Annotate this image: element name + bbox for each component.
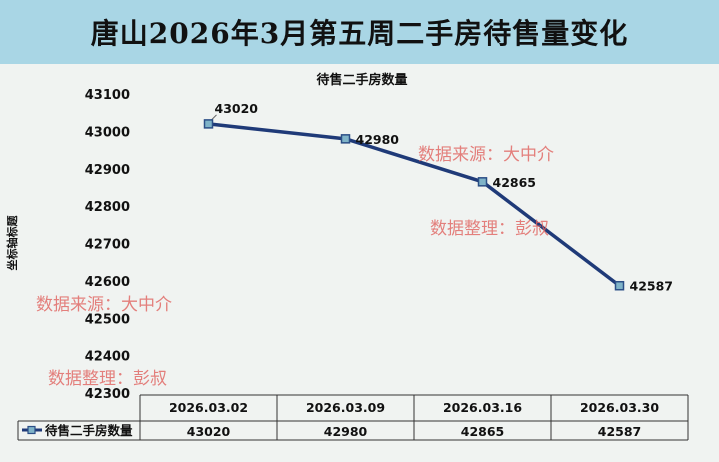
legend-key-marker	[27, 425, 36, 435]
title-banner: 唐山2026年3月第五周二手房待售量变化	[0, 0, 719, 64]
y-tick-label: 43100	[85, 88, 130, 103]
watermark-line: 数据整理：彭叔	[48, 369, 167, 390]
data-point-marker	[203, 119, 214, 129]
y-tick-label: 42600	[85, 275, 130, 290]
series-line	[208, 122, 621, 288]
y-tick-label: 42900	[85, 163, 130, 178]
table-value-cell: 42980	[324, 424, 368, 439]
data-point-label: 42980	[356, 132, 400, 147]
data-point-marker	[477, 177, 488, 187]
x-category-label: 2026.03.09	[306, 400, 385, 415]
chart-title: 待售二手房数量	[315, 72, 407, 88]
data-point-marker	[614, 280, 625, 291]
y-tick-label: 42400	[85, 350, 130, 365]
x-category-label: 2026.03.16	[443, 400, 522, 415]
chart-panel	[0, 64, 719, 462]
y-tick-label: 43000	[85, 125, 130, 140]
y-tick-label: 42300	[85, 387, 130, 402]
legend-series-name: 待售二手房数量	[45, 423, 133, 438]
y-tick-label: 42500	[85, 312, 130, 327]
table-value-cell: 42865	[461, 424, 505, 439]
watermark-line: 数据来源：大中介	[36, 295, 172, 316]
page-title: 唐山2026年3月第五周二手房待售量变化	[90, 17, 629, 50]
table-value-cell: 43020	[187, 424, 231, 439]
x-category-label: 2026.03.02	[169, 400, 248, 415]
data-point-marker	[340, 134, 351, 144]
watermark-line: 数据整理：彭叔	[430, 219, 549, 240]
data-point-label: 42865	[493, 175, 537, 190]
y-axis-title: 坐标轴标题	[5, 215, 19, 271]
data-point-label: 43020	[215, 101, 259, 116]
x-category-label: 2026.03.30	[580, 400, 659, 415]
y-tick-label: 42800	[85, 200, 130, 215]
data-point-label: 42587	[630, 279, 674, 294]
table-value-cell: 42587	[598, 424, 642, 439]
watermark-line: 数据来源：大中介	[418, 145, 554, 166]
watermark-top-right: 数据来源：大中介 数据整理：彭叔	[418, 94, 554, 266]
y-tick-label: 42700	[85, 238, 130, 253]
watermark-left: 数据来源：大中介 数据整理：彭叔	[36, 244, 172, 416]
